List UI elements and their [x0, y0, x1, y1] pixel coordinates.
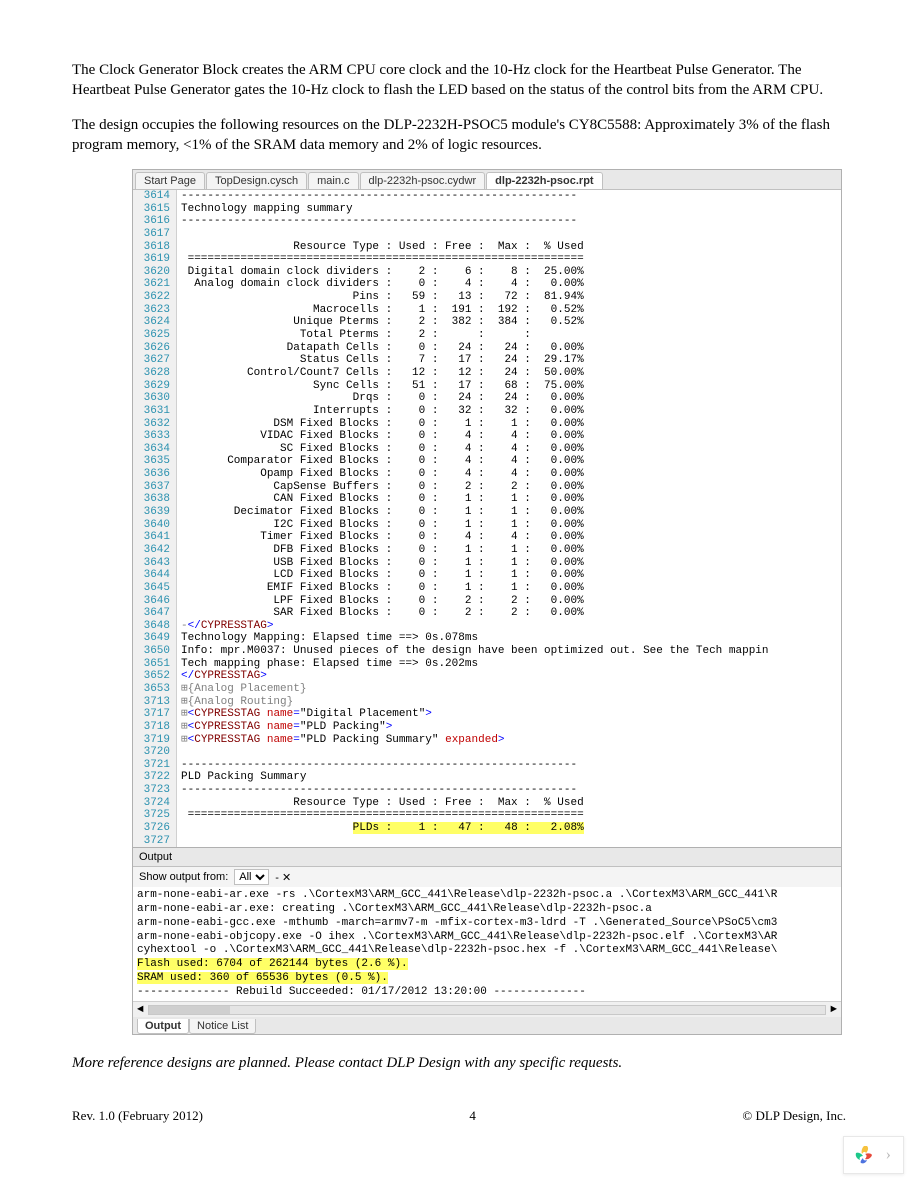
output-line: SRAM used: 360 of 65536 bytes (0.5 %). — [137, 972, 837, 986]
code-line: 3619 ===================================… — [133, 253, 841, 266]
code-line: 3631 Interrupts : 0 : 32 : 32 : 0.00% — [133, 405, 841, 418]
code-line: 3623 Macrocells : 1 : 191 : 192 : 0.52% — [133, 304, 841, 317]
output-line: arm-none-eabi-ar.exe -rs .\CortexM3\ARM_… — [137, 889, 837, 903]
output-line: arm-none-eabi-objcopy.exe -O ihex .\Cort… — [137, 931, 837, 945]
code-line: 3644 LCD Fixed Blocks : 0 : 1 : 1 : 0.00… — [133, 569, 841, 582]
tab-dlp-2232h-psoc-cydwr[interactable]: dlp-2232h-psoc.cydwr — [360, 172, 486, 189]
code-line: 3629 Sync Cells : 51 : 17 : 68 : 75.00% — [133, 380, 841, 393]
code-line: 3649Technology Mapping: Elapsed time ==>… — [133, 632, 841, 645]
code-line: 3615Technology mapping summary — [133, 203, 841, 216]
footer-left: Rev. 1.0 (February 2012) — [72, 1108, 203, 1124]
code-line: 3647 SAR Fixed Blocks : 0 : 2 : 2 : 0.00… — [133, 607, 841, 620]
footer-right: © DLP Design, Inc. — [742, 1108, 846, 1124]
code-line: 3627 Status Cells : 7 : 17 : 24 : 29.17% — [133, 354, 841, 367]
code-line: 3621 Analog domain clock dividers : 0 : … — [133, 278, 841, 291]
code-line: 3616------------------------------------… — [133, 215, 841, 228]
code-line: 3625 Total Pterms : 2 : : : — [133, 329, 841, 342]
code-line: 3645 EMIF Fixed Blocks : 0 : 1 : 1 : 0.0… — [133, 582, 841, 595]
ide-window: Start PageTopDesign.cyschmain.cdlp-2232h… — [132, 169, 842, 1035]
output-tab-notice-list[interactable]: Notice List — [189, 1019, 256, 1034]
output-line: arm-none-eabi-gcc.exe -mthumb -march=arm… — [137, 917, 837, 931]
code-line: 3643 USB Fixed Blocks : 0 : 1 : 1 : 0.00… — [133, 557, 841, 570]
code-line: 3718⊞<CYPRESSTAG name="PLD Packing"> — [133, 721, 841, 734]
tab-start-page[interactable]: Start Page — [135, 172, 205, 189]
code-line: 3646 LPF Fixed Blocks : 0 : 2 : 2 : 0.00… — [133, 595, 841, 608]
code-line: 3653⊞{Analog Placement} — [133, 683, 841, 696]
code-line: 3642 DFB Fixed Blocks : 0 : 1 : 1 : 0.00… — [133, 544, 841, 557]
code-line: 3622 Pins : 59 : 13 : 72 : 81.94% — [133, 291, 841, 304]
code-line: 3724 Resource Type : Used : Free : Max :… — [133, 797, 841, 810]
logo-icon — [852, 1143, 876, 1167]
code-line: 3651Tech mapping phase: Elapsed time ==>… — [133, 658, 841, 671]
output-line: cyhextool -o .\CortexM3\ARM_GCC_441\Rele… — [137, 944, 837, 958]
code-line: 3648-</CYPRESSTAG> — [133, 620, 841, 633]
tab-dlp-2232h-psoc-rpt[interactable]: dlp-2232h-psoc.rpt — [486, 172, 602, 189]
output-divider: - ✕ — [275, 871, 291, 884]
code-line: 3634 SC Fixed Blocks : 0 : 4 : 4 : 0.00% — [133, 443, 841, 456]
scroll-right-icon[interactable]: ► — [830, 1004, 837, 1016]
tab-bar: Start PageTopDesign.cyschmain.cdlp-2232h… — [133, 170, 841, 190]
output-toolbar: Show output from: All - ✕ — [133, 867, 841, 887]
code-line: 3717⊞<CYPRESSTAG name="Digital Placement… — [133, 708, 841, 721]
code-line: 3637 CapSense Buffers : 0 : 2 : 2 : 0.00… — [133, 481, 841, 494]
code-line: 3639 Decimator Fixed Blocks : 0 : 1 : 1 … — [133, 506, 841, 519]
output-select[interactable]: All — [234, 869, 269, 885]
code-line: 3713⊞{Analog Routing} — [133, 696, 841, 709]
code-line: 3650Info: mpr.M0037: Unused pieces of th… — [133, 645, 841, 658]
corner-widget[interactable]: › — [843, 1136, 904, 1174]
paragraph-2: The design occupies the following resour… — [72, 115, 846, 156]
code-line: 3725 ===================================… — [133, 809, 841, 822]
output-tab-output[interactable]: Output — [137, 1019, 189, 1034]
scroll-left-icon[interactable]: ◄ — [137, 1004, 144, 1016]
code-line: 3636 Opamp Fixed Blocks : 0 : 4 : 4 : 0.… — [133, 468, 841, 481]
footer-center: 4 — [469, 1108, 476, 1124]
code-line: 3726 PLDs : 1 : 47 : 48 : 2.08% — [133, 822, 841, 835]
code-line: 3620 Digital domain clock dividers : 2 :… — [133, 266, 841, 279]
code-line: 3630 Drqs : 0 : 24 : 24 : 0.00% — [133, 392, 841, 405]
code-line: 3614------------------------------------… — [133, 190, 841, 203]
code-line: 3624 Unique Pterms : 2 : 382 : 384 : 0.5… — [133, 316, 841, 329]
output-scrollbar[interactable]: ◄ ► — [133, 1001, 841, 1017]
chevron-right-icon[interactable]: › — [882, 1146, 895, 1164]
output-panel: Output Show output from: All - ✕ arm-non… — [133, 847, 841, 1034]
output-label: Show output from: — [139, 871, 228, 883]
output-header: Output — [133, 848, 841, 867]
tab-main-c[interactable]: main.c — [308, 172, 358, 189]
code-line: 3719⊞<CYPRESSTAG name="PLD Packing Summa… — [133, 734, 841, 747]
code-line: 3640 I2C Fixed Blocks : 0 : 1 : 1 : 0.00… — [133, 519, 841, 532]
code-line: 3721------------------------------------… — [133, 759, 841, 772]
output-line: arm-none-eabi-ar.exe: creating .\CortexM… — [137, 903, 837, 917]
code-line: 3633 VIDAC Fixed Blocks : 0 : 4 : 4 : 0.… — [133, 430, 841, 443]
code-line: 3641 Timer Fixed Blocks : 0 : 4 : 4 : 0.… — [133, 531, 841, 544]
paragraph-1: The Clock Generator Block creates the AR… — [72, 60, 846, 101]
page-footer: Rev. 1.0 (February 2012) 4 © DLP Design,… — [72, 1108, 846, 1124]
code-line: 3727 — [133, 835, 841, 848]
output-line: -------------- Rebuild Succeeded: 01/17/… — [137, 986, 837, 1000]
italic-note: More reference designs are planned. Plea… — [72, 1055, 846, 1072]
code-area: 3614------------------------------------… — [133, 190, 841, 847]
code-line: 3628 Control/Count7 Cells : 12 : 12 : 24… — [133, 367, 841, 380]
code-line: 3638 CAN Fixed Blocks : 0 : 1 : 1 : 0.00… — [133, 493, 841, 506]
code-line: 3626 Datapath Cells : 0 : 24 : 24 : 0.00… — [133, 342, 841, 355]
code-line: 3722PLD Packing Summary — [133, 771, 841, 784]
code-line: 3652</CYPRESSTAG> — [133, 670, 841, 683]
code-line: 3635 Comparator Fixed Blocks : 0 : 4 : 4… — [133, 455, 841, 468]
output-line: Flash used: 6704 of 262144 bytes (2.6 %)… — [137, 958, 837, 972]
code-line: 3618 Resource Type : Used : Free : Max :… — [133, 241, 841, 254]
code-line: 3617 — [133, 228, 841, 241]
output-tabs: OutputNotice List — [133, 1017, 841, 1034]
output-body: arm-none-eabi-ar.exe -rs .\CortexM3\ARM_… — [133, 887, 841, 1001]
code-line: 3720 — [133, 746, 841, 759]
code-line: 3632 DSM Fixed Blocks : 0 : 1 : 1 : 0.00… — [133, 418, 841, 431]
code-line: 3723------------------------------------… — [133, 784, 841, 797]
tab-topdesign-cysch[interactable]: TopDesign.cysch — [206, 172, 307, 189]
